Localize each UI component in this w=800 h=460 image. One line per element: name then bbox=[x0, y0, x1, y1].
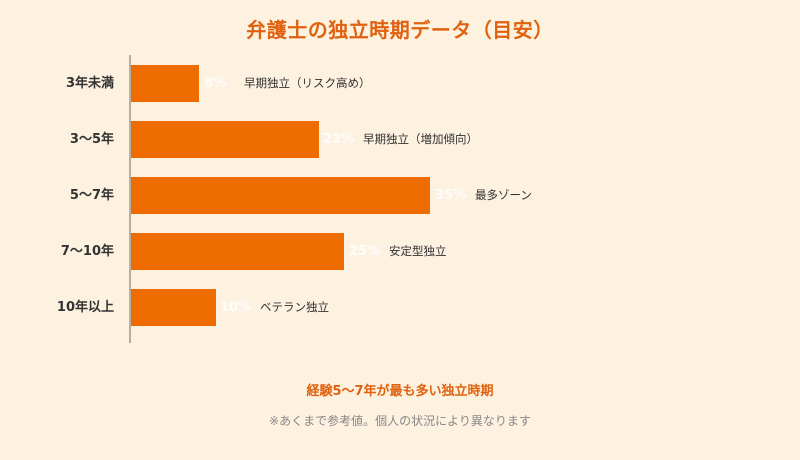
bar bbox=[131, 289, 216, 326]
category-label: 5〜7年 bbox=[69, 188, 114, 203]
bar-row: 3年未満 8% 早期独立（リスク高め） bbox=[0, 65, 800, 102]
bar-row: 5〜7年 35% 最多ゾーン bbox=[0, 177, 800, 214]
bar bbox=[131, 177, 430, 214]
annotation-label: 安定型独立 bbox=[389, 244, 447, 258]
disclaimer-text: ※あくまで参考値。個人の状況により異なります bbox=[269, 414, 531, 428]
bar bbox=[131, 121, 319, 158]
chart-title: 弁護士の独立時期データ（目安） bbox=[246, 18, 554, 42]
value-label: 35% bbox=[435, 188, 467, 203]
value-label: 8% bbox=[204, 76, 227, 91]
annotation-label: 最多ゾーン bbox=[475, 188, 532, 202]
annotation-label: ベテラン独立 bbox=[260, 300, 329, 314]
bar bbox=[131, 65, 199, 102]
annotation-label: 早期独立（リスク高め） bbox=[244, 76, 371, 90]
annotation-label: 早期独立（増加傾向） bbox=[363, 132, 478, 146]
bar-row: 7〜10年 25% 安定型独立 bbox=[0, 233, 800, 270]
y-axis-line bbox=[129, 55, 131, 343]
category-label: 3年未満 bbox=[65, 76, 114, 91]
category-label: 7〜10年 bbox=[60, 244, 114, 259]
category-label: 3〜5年 bbox=[69, 132, 114, 147]
value-label: 25% bbox=[349, 244, 381, 259]
bar bbox=[131, 233, 344, 270]
summary-text: 経験5〜7年が最も多い独立時期 bbox=[306, 384, 494, 399]
category-label: 10年以上 bbox=[56, 300, 114, 315]
bar-row: 10年以上 10% ベテラン独立 bbox=[0, 289, 800, 326]
bar-row: 3〜5年 22% 早期独立（増加傾向） bbox=[0, 121, 800, 158]
value-label: 10% bbox=[220, 300, 252, 315]
value-label: 22% bbox=[323, 132, 355, 147]
